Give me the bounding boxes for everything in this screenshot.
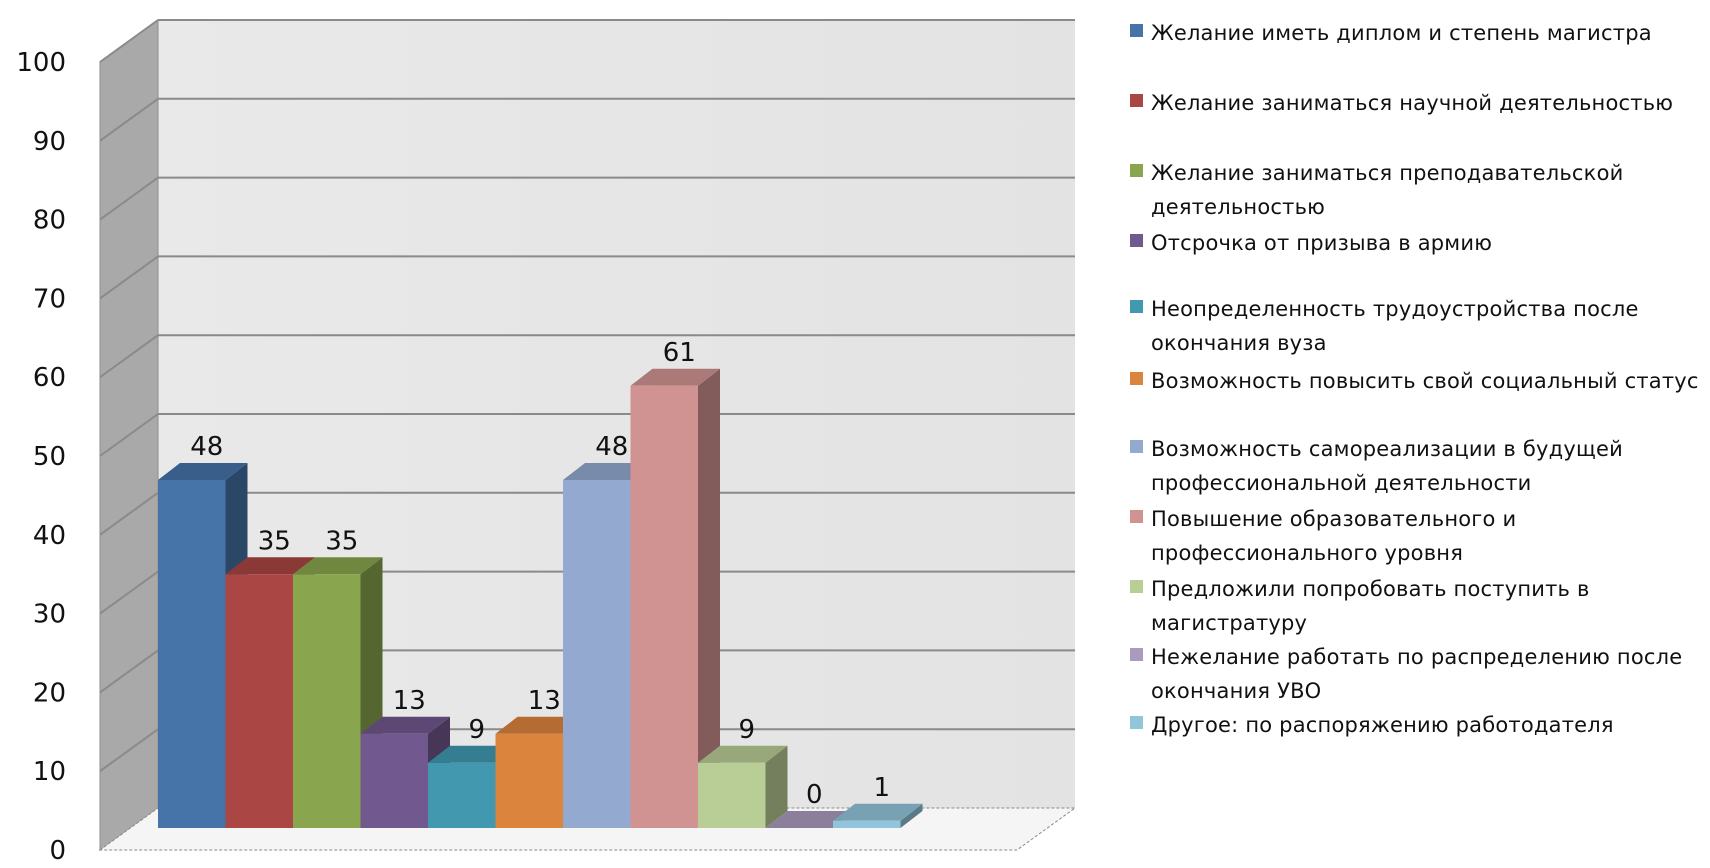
- bar-top: [293, 557, 383, 575]
- legend-label: Отсрочка от призыва в армию: [1151, 231, 1493, 255]
- legend-swatch: [1130, 648, 1143, 661]
- gridline-side: [99, 19, 159, 63]
- legend: Желание иметь диплом и степень магистра Ж…: [1130, 0, 1710, 868]
- bar-top: [495, 716, 585, 734]
- legend-label: Неопределенность трудоустройства после о…: [1151, 297, 1639, 355]
- legend-item: Неопределенность трудоустройства после о…: [1130, 292, 1701, 360]
- legend-item: Желание заниматься преподавательской дея…: [1130, 156, 1701, 224]
- gridline-side: [99, 97, 159, 142]
- legend-label: Повышение образовательного и профессиона…: [1151, 507, 1517, 565]
- y-tick-label: 90: [33, 127, 66, 157]
- legend-swatch: [1130, 164, 1143, 177]
- bar-top: [360, 716, 450, 734]
- y-tick-label: 40: [33, 521, 66, 551]
- bar-front: [293, 574, 361, 828]
- y-tick-label: 0: [49, 836, 66, 866]
- bar-top: [833, 803, 923, 821]
- legend-label: Желание заниматься научной деятельностью: [1151, 91, 1674, 115]
- gridline-side: [99, 728, 159, 773]
- bar-front: [360, 733, 428, 828]
- bar-top: [698, 745, 788, 763]
- gridline-side: [99, 649, 159, 694]
- legend-label: Возможность повысить свой социальный ста…: [1151, 369, 1699, 393]
- bar-top: [563, 463, 653, 481]
- y-tick-label: 70: [33, 284, 66, 314]
- legend-item: Нежелание работать по распределению посл…: [1130, 640, 1701, 708]
- data-label: 1: [873, 773, 890, 803]
- bar-top: [225, 557, 315, 575]
- gridline-side: [99, 570, 159, 615]
- bar-side: [698, 368, 720, 828]
- data-label: 0: [806, 780, 823, 810]
- data-label: 48: [595, 432, 628, 462]
- bar-front: [428, 762, 496, 828]
- data-label: 61: [663, 338, 696, 368]
- y-tick-label: 20: [33, 678, 66, 708]
- legend-item: Желание иметь диплом и степень магистра: [1130, 16, 1701, 50]
- legend-item: Предложили попробовать поступить в магис…: [1130, 572, 1701, 640]
- legend-swatch: [1130, 300, 1143, 313]
- bar-front: [495, 733, 563, 828]
- legend-item: Возможность самореализации в будущей про…: [1130, 432, 1701, 500]
- gridline-side: [99, 334, 159, 379]
- legend-swatch: [1130, 234, 1143, 247]
- bar-front: [698, 762, 766, 828]
- legend-item: Желание заниматься научной деятельностью: [1130, 86, 1701, 120]
- data-labels: 48 35 35 13 9 13 48 61 9 0 1: [190, 338, 890, 810]
- data-label: 13: [528, 686, 561, 716]
- data-label: 13: [393, 686, 426, 716]
- bar-top: [428, 745, 518, 763]
- gridline-side: [99, 255, 159, 300]
- legend-item: Повышение образовательного и профессиона…: [1130, 502, 1701, 570]
- bar-front: [563, 480, 631, 828]
- bar-top: [630, 368, 720, 386]
- y-axis: 0 10 20 30 40 50 60 70 80 90 100: [16, 48, 66, 866]
- bar-side: [900, 803, 923, 828]
- legend-swatch: [1130, 372, 1143, 385]
- legend-label: Желание иметь диплом и степень магистра: [1151, 21, 1652, 45]
- y-tick-label: 100: [16, 48, 66, 78]
- legend-label: Предложили попробовать поступить в магис…: [1151, 577, 1590, 635]
- gridline-side: [99, 413, 159, 457]
- legend-swatch: [1130, 510, 1143, 523]
- data-label: 9: [468, 715, 485, 745]
- data-label: 35: [258, 526, 291, 556]
- data-label: 9: [738, 715, 755, 745]
- bar-front: [833, 820, 901, 828]
- bar-front: [630, 385, 698, 828]
- legend-label: Желание заниматься преподавательской дея…: [1151, 161, 1624, 219]
- gridline-side: [99, 176, 159, 221]
- legend-label: Другое: по распоряжению работодателя: [1151, 713, 1614, 737]
- legend-item: Возможность повысить свой социальный ста…: [1130, 364, 1701, 398]
- legend-swatch: [1130, 94, 1143, 107]
- bar: [833, 803, 923, 828]
- legend-swatch: [1130, 716, 1143, 729]
- y-tick-label: 10: [33, 757, 66, 787]
- bar-side: [765, 745, 788, 828]
- legend-label: Возможность самореализации в будущей про…: [1151, 437, 1623, 495]
- y-tick-label: 30: [33, 600, 66, 630]
- gridline-side: [99, 491, 159, 536]
- bar: [698, 745, 788, 828]
- bars: [158, 368, 923, 829]
- bar-front: [158, 480, 226, 828]
- y-tick-label: 60: [33, 363, 66, 393]
- legend-swatch: [1130, 24, 1143, 37]
- legend-item: Другое: по распоряжению работодателя: [1130, 708, 1701, 742]
- data-label: 48: [190, 432, 223, 462]
- bar: [630, 368, 720, 828]
- bar: [765, 811, 855, 829]
- y-tick-label: 50: [33, 442, 66, 472]
- y-tick-label: 80: [33, 206, 66, 236]
- legend-label: Нежелание работать по распределению посл…: [1151, 645, 1683, 703]
- legend-swatch: [1130, 440, 1143, 453]
- legend-item: Отсрочка от призыва в армию: [1130, 226, 1701, 260]
- bar-top: [765, 811, 855, 828]
- legend-swatch: [1130, 580, 1143, 593]
- bar: [293, 557, 383, 828]
- bar-front: [225, 574, 293, 828]
- bar-top: [158, 463, 248, 481]
- data-label: 35: [325, 526, 358, 556]
